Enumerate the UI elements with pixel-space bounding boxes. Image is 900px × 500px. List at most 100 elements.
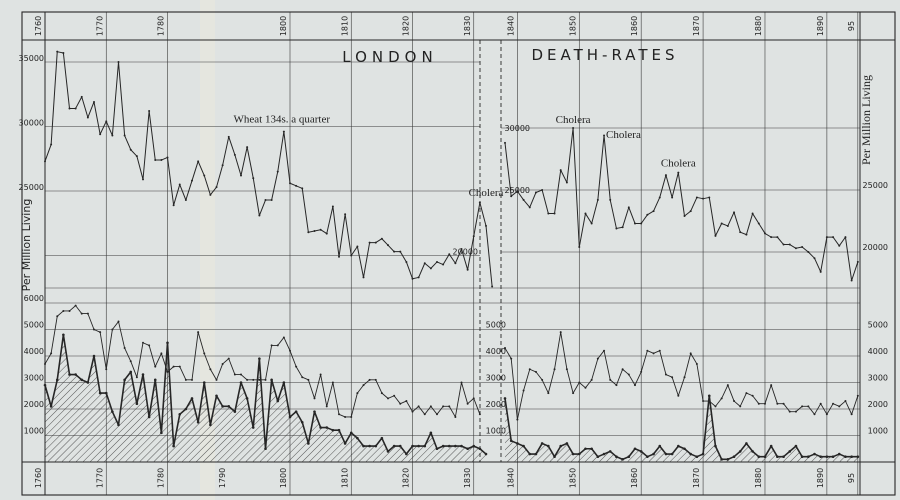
upper-total-left-point	[380, 237, 383, 240]
top-tick-label: 1890	[816, 16, 825, 36]
upper-total-left-point	[86, 116, 89, 119]
upper-total-right-point	[547, 212, 550, 215]
lower-hatched-right-point	[844, 455, 847, 459]
lower-y-tick-label: 5000	[24, 321, 44, 330]
lower-hatched-right-point	[584, 447, 587, 451]
lower-hatched-left-point	[245, 397, 249, 400]
upper-total-right-point	[733, 211, 736, 214]
upper-total-left-point	[62, 51, 65, 54]
lower-thin-left-point	[233, 373, 236, 376]
lower-y-tick-label: 3000	[486, 374, 506, 383]
lower-hatched-right-point	[856, 455, 860, 459]
lower-hatched-right-point	[571, 452, 575, 456]
lower-hatched-left-point	[196, 420, 200, 424]
upper-total-left-point	[105, 120, 108, 123]
lower-thin-left-point	[178, 365, 181, 368]
lower-y-tick-label: 2000	[868, 400, 888, 409]
lower-hatched-right-point	[776, 455, 779, 459]
lower-thin-right-point	[689, 352, 692, 355]
top-tick-label: 1800	[279, 16, 288, 36]
lower-thin-right-point	[763, 402, 766, 405]
lower-thin-left-point	[282, 336, 285, 339]
upper-total-left-point	[313, 229, 316, 232]
upper-total-left-point	[472, 235, 475, 238]
upper-total-right-point	[714, 234, 717, 237]
upper-total-left-point	[393, 250, 396, 253]
upper-y-tick-label: 35000	[19, 54, 44, 63]
upper-total-left-point	[289, 182, 291, 185]
lower-thin-right-point	[627, 373, 630, 376]
lower-hatched-left-point	[454, 444, 457, 448]
lower-thin-right-point	[504, 347, 506, 350]
bottom-tick-label: 1780	[157, 468, 166, 488]
lower-thin-right-point	[528, 368, 531, 371]
lower-thin-left-point	[313, 397, 316, 400]
labels-layer: 1760 1770 1780 1800 1810 1820 1830 1840 1850 1860…	[19, 16, 888, 488]
lower-thin-right-point	[522, 389, 525, 392]
lower-thin-left-point	[203, 352, 206, 355]
lower-hatched-left-point	[80, 378, 84, 382]
top-tick-label: 1840	[506, 16, 515, 36]
upper-total-left-point	[295, 184, 298, 187]
lower-hatched-left-point	[411, 444, 414, 448]
lower-hatched-left-point	[484, 452, 488, 456]
lower-thin-right-point	[745, 392, 748, 395]
lower-hatched-right-point	[652, 452, 655, 456]
upper-total-left-point	[276, 170, 279, 173]
lower-hatched-left-point	[215, 394, 218, 398]
upper-total-left-point	[135, 155, 138, 158]
lower-hatched-left-point	[43, 383, 47, 387]
upper-total-left-point	[344, 213, 347, 216]
upper-y-tick-label: 20000	[863, 243, 888, 252]
lower-thin-right-point	[714, 405, 717, 408]
lower-thin-left-point	[307, 378, 310, 381]
lower-hatched-left-point	[392, 444, 396, 448]
upper-total-left-point	[142, 178, 144, 181]
lower-hatched-right-point	[596, 455, 600, 459]
lower-thin-left-point	[56, 315, 59, 318]
upper-total-left-point	[111, 134, 114, 137]
upper-total-right-point	[504, 141, 506, 144]
lower-thin-left-point	[264, 378, 267, 381]
upper-total-left-point	[56, 50, 59, 53]
lower-hatched-left-point	[319, 426, 322, 429]
upper-total-left-point	[485, 224, 487, 227]
lower-thin-left-point	[276, 344, 279, 347]
upper-total-left-point	[160, 159, 163, 162]
upper-y-tick-label: 20000	[453, 248, 478, 257]
lower-thin-right-point	[782, 402, 785, 405]
upper-total-left-point	[368, 241, 371, 244]
lower-thin-right-point	[844, 400, 847, 403]
lower-hatched-right-point	[547, 444, 550, 448]
lower-y-tick-label: 1000	[24, 427, 44, 436]
lower-hatched-right-point	[819, 455, 822, 459]
lower-thin-right-point	[770, 384, 773, 387]
lower-hatched-right-point	[695, 455, 699, 459]
lower-hatched-left-point	[166, 341, 169, 345]
annotation-label: Cholera	[556, 114, 591, 126]
upper-y-tick-label: 30000	[19, 119, 44, 128]
lower-thin-right-point	[516, 418, 519, 421]
lower-hatched-left-point	[380, 436, 384, 440]
lower-thin-right-point	[720, 397, 723, 400]
bottom-tick-label: 1880	[754, 468, 763, 488]
upper-total-left-point	[307, 231, 310, 234]
upper-total-right-point	[664, 174, 667, 177]
lower-thin-right-point	[819, 402, 822, 405]
upper-total-left-point	[80, 95, 83, 98]
lower-hatched-left-point	[98, 391, 102, 395]
lower-hatched-left-point	[227, 405, 231, 408]
lower-hatched-right-point	[769, 444, 773, 448]
outer-border	[21, 11, 896, 496]
lower-hatched-right-point	[670, 452, 674, 456]
upper-total-left-point	[178, 183, 181, 186]
lower-thin-left-point	[362, 384, 365, 387]
lower-thin-left-point	[148, 344, 151, 347]
bottom-tick-label: 1760	[34, 468, 43, 488]
lower-thin-left-point	[478, 413, 481, 416]
lower-thin-left-point	[135, 376, 138, 379]
upper-total-right-point	[850, 279, 853, 282]
lower-y-tick-label: 2000	[486, 400, 506, 409]
lower-thin-left-point	[221, 362, 224, 365]
upper-total-right-point	[788, 243, 791, 246]
